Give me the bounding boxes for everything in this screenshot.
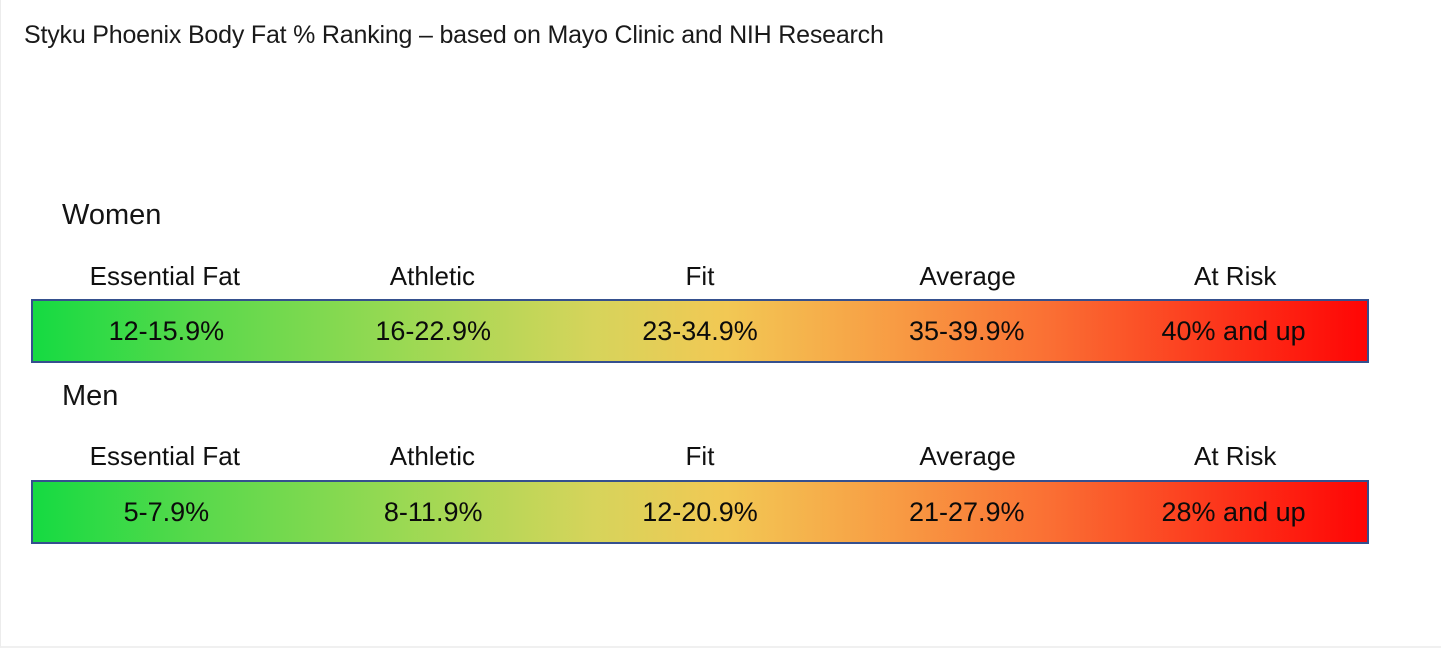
category-headers-men: Essential Fat Athletic Fit Average At Ri… xyxy=(31,441,1369,472)
range-value: 12-15.9% xyxy=(108,315,225,346)
section-heading-men: Men xyxy=(62,380,119,412)
page-title: Styku Phoenix Body Fat % Ranking – based… xyxy=(24,21,884,49)
range-value: 16-22.9% xyxy=(375,315,491,346)
category-header-essential-fat: Essential Fat xyxy=(89,261,240,291)
gradient-scale-bar-men: 5-7.9% 8-11.9% 12-20.9% 21-27.9% 28% and… xyxy=(31,480,1369,544)
category-header-average: Average xyxy=(919,441,1016,471)
category-header-at-risk: At Risk xyxy=(1194,261,1277,291)
range-value: 12-20.9% xyxy=(642,496,758,527)
category-header-average: Average xyxy=(919,261,1016,291)
range-value: 28% and up xyxy=(1161,496,1306,527)
range-value: 21-27.9% xyxy=(908,496,1025,527)
category-headers-women: Essential Fat Athletic Fit Average At Ri… xyxy=(31,261,1369,292)
gradient-scale-bar-women: 12-15.9% 16-22.9% 23-34.9% 35-39.9% 40% … xyxy=(31,299,1369,363)
range-value: 5-7.9% xyxy=(123,496,210,527)
range-value: 8-11.9% xyxy=(383,496,483,527)
range-value: 23-34.9% xyxy=(642,315,758,346)
range-value: 35-39.9% xyxy=(908,315,1025,346)
category-header-at-risk: At Risk xyxy=(1194,441,1277,471)
category-header-athletic: Athletic xyxy=(389,261,476,291)
category-header-fit: Fit xyxy=(685,261,715,291)
category-header-fit: Fit xyxy=(685,441,715,471)
category-header-athletic: Athletic xyxy=(389,441,476,471)
range-value: 40% and up xyxy=(1161,315,1306,346)
section-heading-women: Women xyxy=(62,199,162,231)
category-header-essential-fat: Essential Fat xyxy=(89,441,240,471)
